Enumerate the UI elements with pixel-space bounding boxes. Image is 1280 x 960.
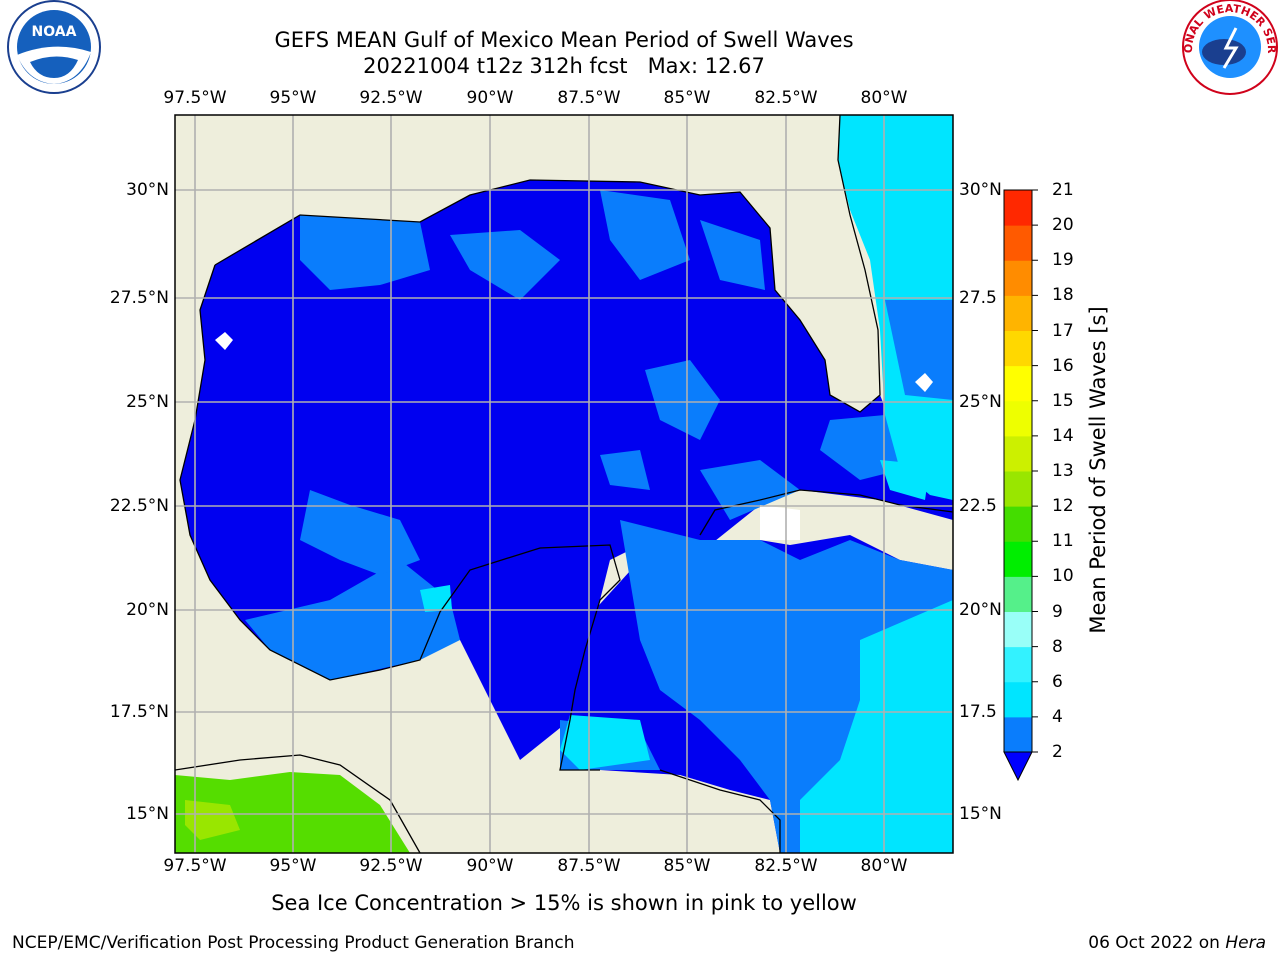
lat-label-right: 22.5	[959, 496, 997, 516]
colorbar-bin	[1004, 295, 1032, 331]
colorbar-tick-label: 15	[1052, 390, 1074, 411]
sea-ice-note: Sea Ice Concentration > 15% is shown in …	[271, 891, 857, 915]
colorbar-tick-label: 9	[1052, 601, 1063, 622]
lat-label-right: 17.5	[959, 702, 997, 722]
lon-label-top: 92.5°W	[359, 88, 423, 108]
colorbar-tick-label: 16	[1052, 355, 1074, 376]
colorbar-tick-label: 11	[1052, 531, 1074, 552]
lat-label-left: 20°N	[126, 600, 169, 620]
lon-label-bottom: 87.5°W	[557, 856, 621, 876]
coastline	[214, 115, 881, 413]
colorbar-bin	[1004, 400, 1032, 437]
colorbar-bin	[1004, 646, 1032, 683]
colorbar-bin	[1004, 576, 1032, 612]
coastline-cuba	[699, 489, 953, 536]
colorbar-tick-label: 4	[1052, 706, 1063, 727]
colorbar-bin	[1004, 471, 1032, 507]
lon-label-top: 82.5°W	[754, 88, 818, 108]
lon-label-bottom: 90°W	[466, 856, 514, 876]
lon-label-top: 95°W	[269, 88, 317, 108]
lon-label-bottom: 92.5°W	[359, 856, 423, 876]
cyan-patches	[420, 460, 953, 853]
colorbar-tick-label: 20	[1052, 215, 1074, 236]
graticule	[175, 115, 953, 853]
colorbar-tick-label: 10	[1052, 566, 1074, 587]
lat-label-left: 17.5°N	[109, 702, 169, 722]
colorbar-bin	[1004, 365, 1032, 402]
noaa-logo: NOAA	[7, 0, 101, 94]
noaa-logo-text: NOAA	[32, 24, 77, 40]
coastline-mexico	[179, 264, 621, 771]
lat-label-right: 20°N	[959, 600, 1002, 620]
lon-label-bottom: 85°W	[663, 856, 711, 876]
green-patch-light	[185, 800, 240, 840]
colorbar-title: Mean Period of Swell Waves [s]	[1086, 306, 1110, 634]
lat-label-left: 25°N	[126, 392, 169, 412]
colorbar-bin	[1004, 541, 1032, 577]
title-line-1: GEFS MEAN Gulf of Mexico Mean Period of …	[274, 28, 854, 52]
colorbar-under-extension	[1003, 751, 1033, 782]
lat-label-right: 15°N	[959, 804, 1002, 824]
colorbar-tick-label: 13	[1052, 461, 1074, 481]
map-frame	[174, 114, 954, 854]
colorbar-tick-label: 17	[1052, 320, 1074, 341]
colorbar-bin	[1004, 716, 1032, 753]
coastline-central-america	[175, 754, 421, 853]
date-host: Hera	[1225, 933, 1266, 953]
colorbar-bin	[1004, 435, 1032, 472]
coastline-honduras	[659, 769, 781, 853]
colorbar-bin	[1004, 260, 1032, 296]
lon-label-top: 80°W	[860, 88, 908, 108]
map-panel	[175, 115, 953, 853]
colorbar-tick-label: 6	[1052, 671, 1063, 692]
lat-label-right: 30°N	[959, 180, 1002, 200]
colorbar-bin	[1004, 330, 1032, 367]
lon-label-top: 87.5°W	[557, 88, 621, 108]
lat-label-left: 22.5°N	[109, 496, 169, 516]
colorbar-tick-label: 18	[1052, 285, 1074, 306]
colorbar-tick-label: 12	[1052, 496, 1074, 517]
lat-label-right: 27.5	[959, 288, 997, 308]
colorbar-bin	[1004, 506, 1032, 542]
lat-label-left: 15°N	[126, 804, 169, 824]
lon-label-bottom: 97.5°W	[163, 856, 227, 876]
colorbar-tick-label: 14	[1052, 425, 1074, 446]
lon-label-top: 90°W	[466, 88, 514, 108]
colorbar-tick-label: 19	[1052, 250, 1074, 271]
nodata-holes	[215, 332, 933, 540]
lat-label-right: 25°N	[959, 392, 1002, 412]
lon-label-bottom: 82.5°W	[754, 856, 818, 876]
colorbar	[1003, 189, 1038, 782]
lon-label-top: 85°W	[663, 88, 711, 108]
colorbar-tick-label: 2	[1052, 742, 1063, 762]
lat-label-left: 30°N	[126, 180, 169, 200]
date-prefix: 06 Oct 2022 on	[1088, 933, 1220, 953]
credit-line: NCEP/EMC/Verification Post Processing Pr…	[12, 933, 575, 953]
lat-label-left: 27.5°N	[109, 288, 169, 308]
colorbar-bin	[1004, 681, 1032, 718]
colorbar-bin	[1004, 225, 1032, 261]
date-line: 06 Oct 2022 on Hera	[1088, 933, 1266, 953]
lon-label-bottom: 80°W	[860, 856, 908, 876]
colorbar-tick-label: 8	[1052, 636, 1063, 657]
colorbar-tick-label: 21	[1052, 180, 1074, 200]
lon-label-top: 97.5°W	[163, 88, 227, 108]
lon-label-bottom: 95°W	[269, 856, 317, 876]
title-line-2: 20221004 t12z 312h fcst Max: 12.67	[363, 54, 765, 78]
colorbar-bin	[1004, 190, 1032, 226]
colorbar-bin	[1004, 611, 1032, 648]
